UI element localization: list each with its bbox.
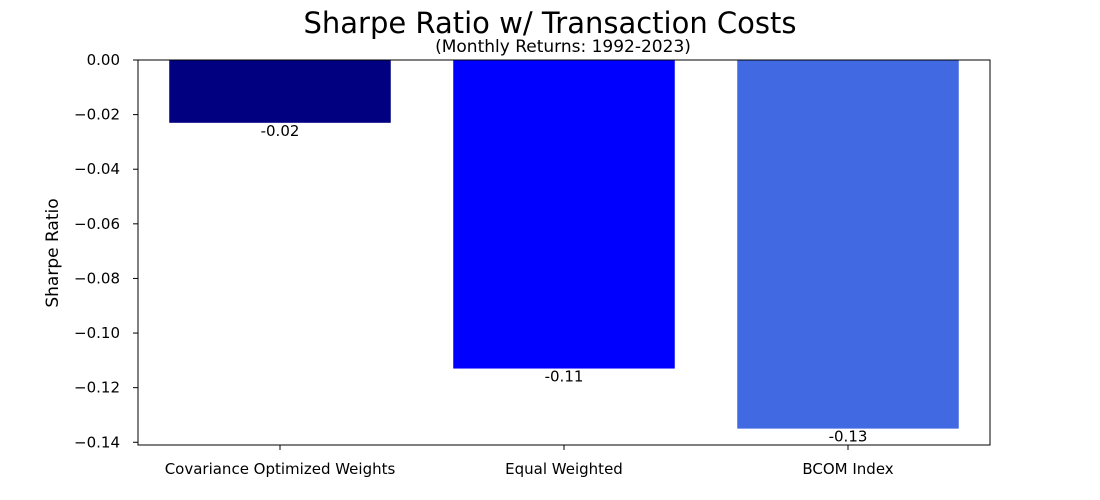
bar-value-label-1: -0.11 [545, 368, 584, 386]
x-tick-label-1: Equal Weighted [505, 460, 623, 478]
y-tick-label-0: 0.00 [87, 51, 120, 69]
y-axis-label: Sharpe Ratio [43, 198, 63, 307]
bar-1 [453, 60, 675, 369]
y-tick-label-4: −0.08 [74, 269, 120, 287]
chart-title: Sharpe Ratio w/ Transaction Costs [303, 6, 796, 40]
x-tick-label-0: Covariance Optimized Weights [165, 460, 396, 478]
bar-value-label-2: -0.13 [829, 428, 868, 446]
y-tick-label-1: −0.02 [74, 106, 120, 124]
y-tick-label-5: −0.10 [74, 324, 120, 342]
labels-layer: -0.02 -0.11 -0.13 [261, 122, 868, 446]
chart-subtitle: (Monthly Returns: 1992-2023) [435, 37, 691, 57]
bar-value-label-0: -0.02 [261, 122, 300, 140]
plot-area-frame [137, 59, 991, 446]
bar-0 [169, 60, 391, 123]
y-tick-label-7: −0.14 [74, 433, 120, 451]
y-tick-label-3: −0.06 [74, 215, 120, 233]
y-tick-label-2: −0.04 [74, 160, 120, 178]
x-tick-label-2: BCOM Index [802, 460, 893, 478]
bar-2 [737, 60, 959, 429]
bars-layer [169, 60, 959, 429]
ticks-layer: Covariance Optimized Weights Equal Weight… [74, 51, 894, 478]
y-tick-label-6: −0.12 [74, 379, 120, 397]
